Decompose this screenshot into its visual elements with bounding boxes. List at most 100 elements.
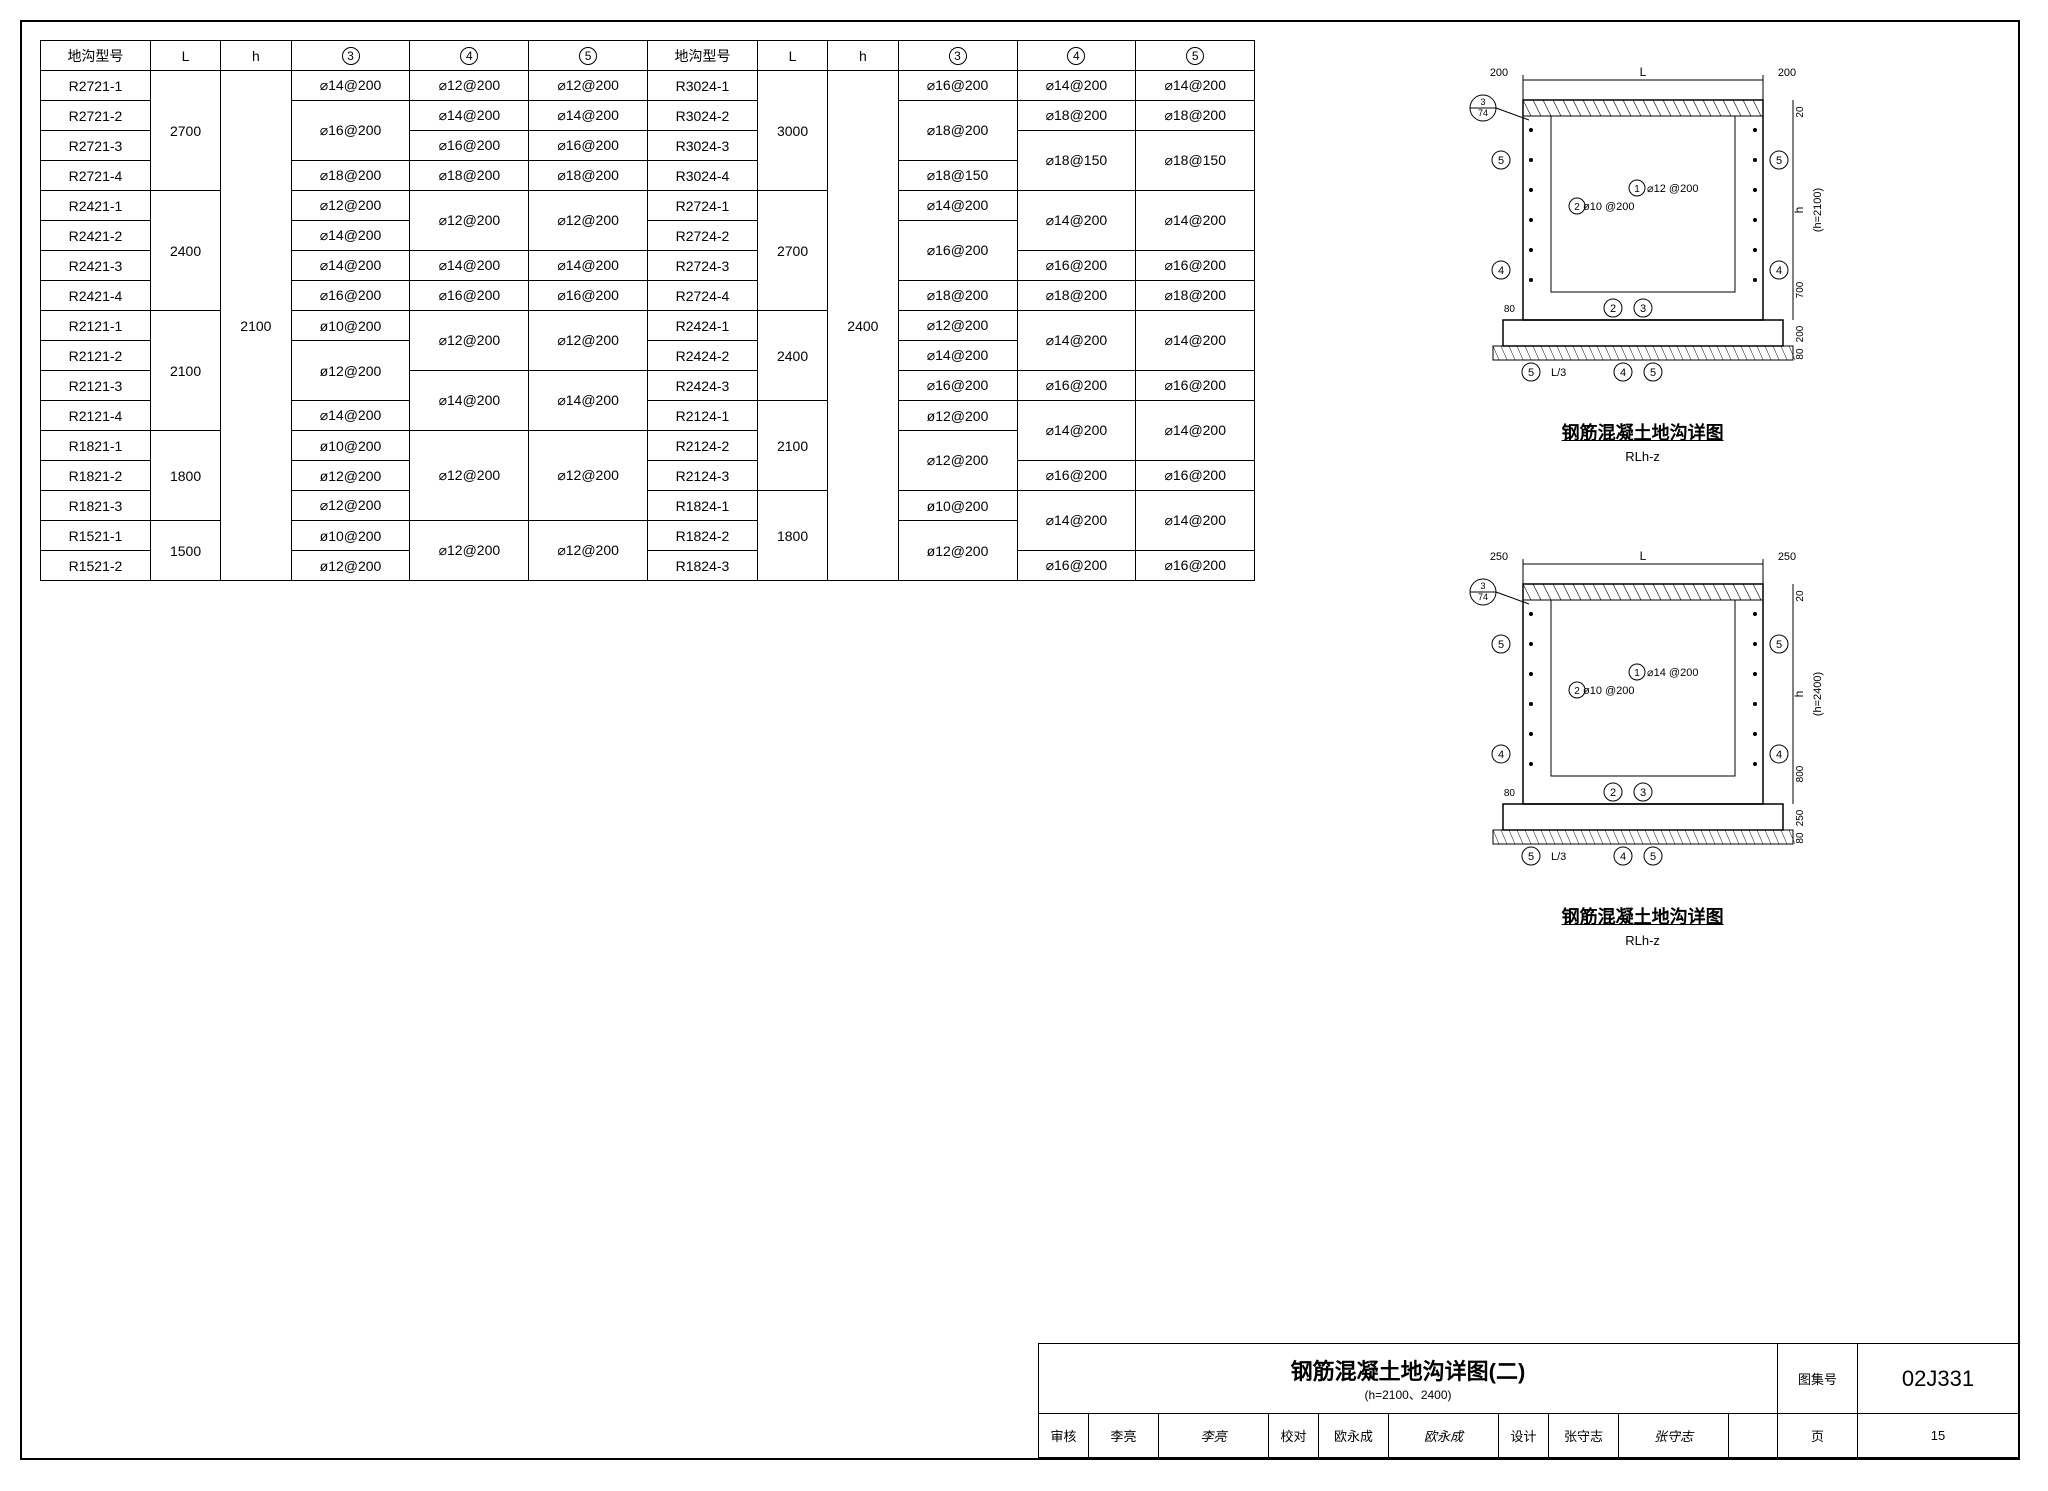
role-signature: 李亮 (1159, 1414, 1269, 1458)
table-cell: ø12@200 (898, 521, 1017, 581)
table-cell: R2121-1 (41, 311, 151, 341)
svg-text:250: 250 (1795, 809, 1806, 826)
table-cell: R2424-2 (648, 341, 758, 371)
table-cell: R2124-2 (648, 431, 758, 461)
table-cell: 2700 (150, 71, 220, 191)
svg-text:3: 3 (1640, 787, 1646, 799)
table-cell: R2124-1 (648, 401, 758, 431)
table-cell: R2421-3 (41, 251, 151, 281)
table-cell: ⌀14@200 (529, 101, 648, 131)
svg-text:5: 5 (1650, 367, 1656, 379)
svg-text:2: 2 (1610, 787, 1616, 799)
table-cell: ⌀12@200 (529, 431, 648, 521)
spec-table-zone: 地沟型号Lh345地沟型号Lh345 R2721-127002100⌀14@20… (40, 40, 1255, 1338)
table-cell: ⌀18@150 (898, 161, 1017, 191)
table-cell: ⌀12@200 (898, 431, 1017, 491)
table-cell: R1821-3 (41, 491, 151, 521)
table-cell: ⌀14@200 (291, 251, 410, 281)
table-cell: R2421-2 (41, 221, 151, 251)
role-label: 设计 (1499, 1414, 1549, 1458)
table-cell: ⌀12@200 (410, 521, 529, 581)
svg-text:1: 1 (1634, 668, 1640, 679)
table-cell: ⌀14@200 (898, 191, 1017, 221)
table-cell: ⌀18@200 (1017, 101, 1136, 131)
table-cell: ø12@200 (898, 401, 1017, 431)
table-cell: ⌀18@200 (410, 161, 529, 191)
table-cell: R2124-3 (648, 461, 758, 491)
diagram-2-sub: RLh-z (1433, 933, 1853, 948)
svg-text:3: 3 (1480, 581, 1485, 591)
page-label: 页 (1778, 1414, 1858, 1458)
role-signature: 欧永成 (1389, 1414, 1499, 1458)
table-cell: R2724-4 (648, 281, 758, 311)
svg-text:5: 5 (1776, 639, 1782, 651)
svg-text:3: 3 (1480, 97, 1485, 107)
set-value: 02J331 (1858, 1344, 2018, 1414)
svg-text:700: 700 (1795, 281, 1806, 298)
table-cell: R1824-1 (648, 491, 758, 521)
table-cell: ⌀14@200 (1017, 491, 1136, 551)
table-cell: ⌀14@200 (1136, 491, 1255, 551)
svg-text:250: 250 (1489, 551, 1507, 563)
table-cell: ⌀12@200 (529, 521, 648, 581)
table-cell: R3024-2 (648, 101, 758, 131)
spec-table-head: 地沟型号Lh345地沟型号Lh345 (41, 41, 1255, 71)
diagram-zone: 200L200374ø10 @2002⌀12 @2001(h=2100)h700… (1255, 40, 2000, 1338)
svg-text:L: L (1639, 65, 1646, 79)
svg-text:80: 80 (1795, 832, 1806, 844)
table-cell: ⌀16@200 (1136, 371, 1255, 401)
svg-text:h: h (1792, 207, 1806, 214)
table-cell: R1521-2 (41, 551, 151, 581)
table-cell: ⌀16@200 (898, 71, 1017, 101)
table-cell: ⌀14@200 (410, 101, 529, 131)
table-cell: R2721-4 (41, 161, 151, 191)
table-cell: ⌀14@200 (1017, 401, 1136, 461)
table-cell: ⌀14@200 (898, 341, 1017, 371)
page-value: 15 (1858, 1414, 2018, 1458)
table-cell: R3024-4 (648, 161, 758, 191)
drawing-title-main: 钢筋混凝土地沟详图(二) (1291, 1354, 1526, 1386)
table-cell: ⌀16@200 (529, 281, 648, 311)
roles-row: 审核 李亮 李亮校对 欧永成 欧永成设计 张守志 张守志 页 15 (1039, 1414, 2018, 1458)
table-cell: R1824-2 (648, 521, 758, 551)
svg-text:2: 2 (1574, 202, 1580, 213)
svg-text:200: 200 (1795, 325, 1806, 342)
table-row: R2721-127002100⌀14@200⌀12@200⌀12@200R302… (41, 71, 1255, 101)
table-cell: ⌀16@200 (1017, 551, 1136, 581)
svg-text:4: 4 (1776, 265, 1782, 277)
col-header: 5 (1136, 41, 1255, 71)
content-area: 地沟型号Lh345地沟型号Lh345 R2721-127002100⌀14@20… (22, 22, 2018, 1338)
table-cell: ⌀16@200 (898, 221, 1017, 281)
table-cell: ⌀14@200 (410, 371, 529, 431)
svg-text:80: 80 (1503, 788, 1515, 799)
table-cell: 1500 (150, 521, 220, 581)
svg-text:⌀14 @200: ⌀14 @200 (1647, 667, 1698, 679)
table-cell: ⌀14@200 (1136, 191, 1255, 251)
table-cell: ⌀12@200 (410, 311, 529, 371)
role-name: 欧永成 (1319, 1414, 1389, 1458)
table-cell: ⌀16@200 (529, 131, 648, 161)
table-cell: ⌀14@200 (529, 251, 648, 281)
table-cell: R2724-1 (648, 191, 758, 221)
diagram-2: 250L250374ø10 @2002⌀14 @2001(h=2400)h800… (1433, 524, 1853, 948)
spacer (1729, 1414, 1778, 1458)
svg-text:2: 2 (1574, 686, 1580, 697)
table-cell: ⌀14@200 (1136, 311, 1255, 371)
table-cell: ⌀16@200 (1136, 551, 1255, 581)
table-cell: ⌀12@200 (291, 491, 410, 521)
table-cell: R1824-3 (648, 551, 758, 581)
svg-text:5: 5 (1528, 367, 1534, 379)
svg-text:200: 200 (1489, 67, 1507, 79)
table-cell: ⌀16@200 (1017, 461, 1136, 491)
table-cell: ⌀16@200 (291, 101, 410, 161)
table-cell: R1821-1 (41, 431, 151, 461)
section-svg-1: 200L200374ø10 @2002⌀12 @2001(h=2100)h700… (1433, 40, 1853, 410)
table-cell: ⌀18@200 (1136, 101, 1255, 131)
table-cell: ⌀16@200 (1136, 461, 1255, 491)
table-cell: ⌀14@200 (291, 401, 410, 431)
svg-text:4: 4 (1620, 851, 1626, 863)
table-cell: R3024-1 (648, 71, 758, 101)
set-label: 图集号 (1778, 1344, 1858, 1414)
table-cell: ⌀16@200 (1136, 251, 1255, 281)
table-cell: ⌀16@200 (1017, 251, 1136, 281)
